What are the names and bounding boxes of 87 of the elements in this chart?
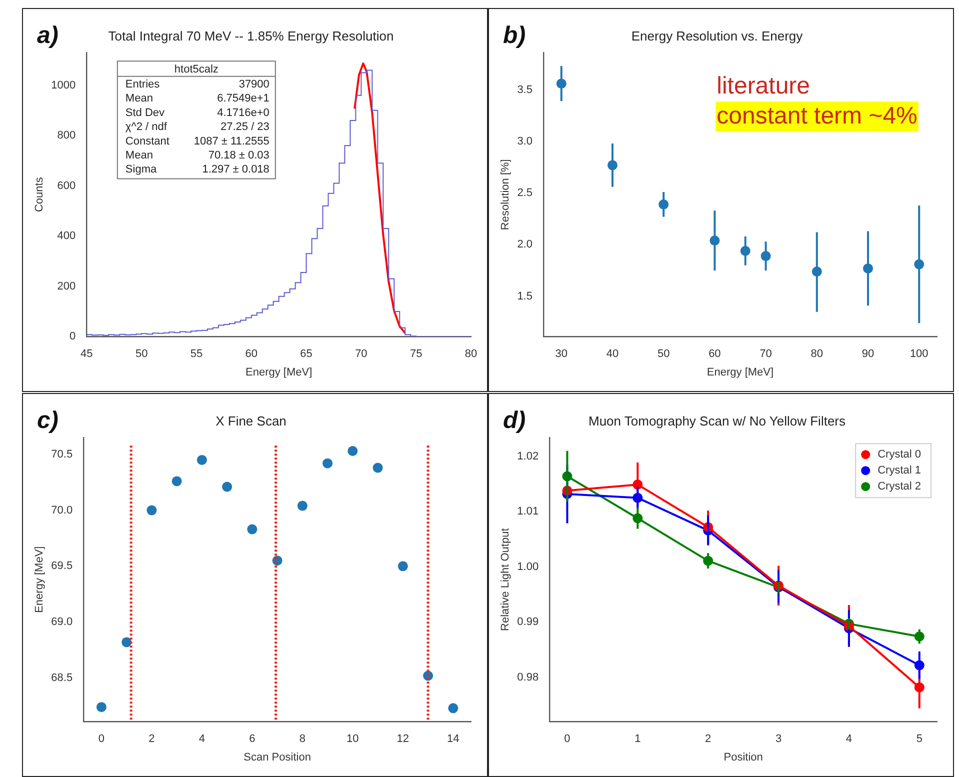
x-tick-label: 50 — [135, 348, 148, 360]
annotation: 4.1716e+0 — [217, 106, 270, 119]
x-tick-label: 14 — [447, 733, 460, 746]
y-tick-label: 1.5 — [517, 290, 532, 302]
annotation: Constant — [125, 135, 170, 148]
y-tick-label: 69.0 — [51, 616, 73, 628]
y-tick-label: 1000 — [51, 79, 76, 92]
x-tick-label: 45 — [80, 348, 93, 360]
x-tick-label: 10 — [346, 733, 359, 746]
y-tick-label: 800 — [57, 130, 76, 142]
y-axis-title: Counts — [34, 176, 46, 212]
legend-label: Crystal 0 — [878, 448, 922, 461]
x-tick-label: 60 — [245, 348, 258, 360]
annotation: constant term ~4% — [716, 102, 918, 130]
y-tick-label: 1.02 — [517, 450, 539, 462]
x-tick-label: 0 — [98, 733, 105, 746]
x-tick-label: 0 — [564, 733, 570, 746]
x-tick-label: 5 — [916, 733, 922, 746]
x-tick-label: 4 — [198, 733, 205, 746]
x-tick-label: 60 — [708, 348, 721, 360]
y-tick-label: 0.99 — [517, 616, 539, 628]
y-axis-title: Relative Light Output — [500, 528, 512, 631]
annotation: htot5calz — [174, 63, 218, 76]
x-tick-label: 3 — [775, 733, 782, 746]
x-axis-title: Position — [724, 751, 763, 764]
legend-label: Crystal 2 — [878, 480, 922, 493]
x-tick-label: 75 — [410, 348, 422, 360]
x-tick-label: 1 — [634, 733, 641, 746]
y-tick-label: 200 — [57, 280, 76, 292]
annotation: 37900 — [238, 78, 270, 90]
chart-title: Muon Tomography Scan w/ No Yellow Filters — [588, 413, 846, 428]
x-axis-title: Energy [MeV] — [246, 366, 312, 378]
x-tick-label: 100 — [910, 348, 928, 360]
x-tick-label: 50 — [657, 348, 670, 360]
y-axis-title: Energy [MeV] — [34, 546, 46, 613]
x-tick-label: 4 — [846, 733, 852, 746]
x-tick-label: 55 — [190, 348, 203, 360]
y-tick-label: 2.5 — [517, 187, 532, 200]
y-tick-label: 68.5 — [51, 672, 73, 684]
annotation: 1.297 ± 0.018 — [202, 164, 270, 176]
x-tick-label: 6 — [249, 733, 256, 746]
annotation: Entries — [125, 78, 160, 90]
legend-label: Crystal 1 — [878, 464, 922, 477]
y-tick-label: 1.00 — [517, 560, 539, 573]
x-axis-title: Scan Position — [244, 751, 311, 764]
y-tick-label: 3.5 — [517, 84, 532, 96]
y-tick-label: 3.0 — [517, 135, 532, 148]
annotation: Mean — [125, 149, 153, 162]
text: a) — [37, 22, 58, 49]
annotation: Mean — [125, 92, 153, 105]
y-tick-label: 0.98 — [517, 671, 539, 684]
annotation: χ^2 / ndf — [125, 121, 168, 134]
x-tick-label: 40 — [606, 348, 619, 360]
x-tick-label: 2 — [148, 733, 155, 746]
text: c) — [37, 407, 58, 434]
annotation: literature — [716, 72, 810, 100]
chart-title: Total Integral 70 MeV -- 1.85% Energy Resolution — [108, 28, 394, 44]
text: b) — [503, 22, 526, 49]
annotation: 1087 ± 11.2555 — [194, 135, 270, 148]
text: d) — [503, 407, 526, 434]
annotation: 6.7549e+1 — [217, 92, 270, 105]
y-tick-label: 400 — [57, 230, 76, 242]
y-tick-label: 69.5 — [51, 560, 73, 572]
y-axis-title: Resolution [%] — [500, 159, 512, 230]
annotation: 27.25 / 23 — [220, 121, 270, 134]
y-tick-label: 2.0 — [517, 238, 532, 251]
x-tick-label: 12 — [396, 733, 410, 746]
annotation: Std Dev — [125, 106, 166, 119]
x-tick-label: 2 — [705, 733, 712, 746]
x-tick-label: 8 — [299, 733, 306, 746]
x-tick-label: 70 — [760, 348, 772, 360]
x-tick-label: 30 — [555, 348, 568, 360]
x-tick-label: 90 — [862, 348, 874, 360]
x-axis-title: Energy [MeV] — [706, 366, 774, 378]
chart-title: Energy Resolution vs. Energy — [631, 28, 804, 44]
y-tick-label: 70.5 — [51, 448, 73, 460]
y-tick-label: 70.0 — [51, 504, 73, 516]
annotation: Sigma — [125, 164, 158, 176]
y-tick-label: 1.01 — [517, 506, 539, 518]
y-tick-label: 600 — [57, 180, 76, 192]
x-tick-label: 80 — [810, 348, 824, 360]
x-tick-label: 80 — [464, 348, 478, 360]
x-tick-label: 65 — [300, 348, 312, 360]
chart-title: X Fine Scan — [216, 413, 286, 428]
y-tick-label: 0 — [70, 330, 76, 343]
annotation: 70.18 ± 0.03 — [208, 149, 270, 162]
x-tick-label: 70 — [355, 348, 368, 360]
